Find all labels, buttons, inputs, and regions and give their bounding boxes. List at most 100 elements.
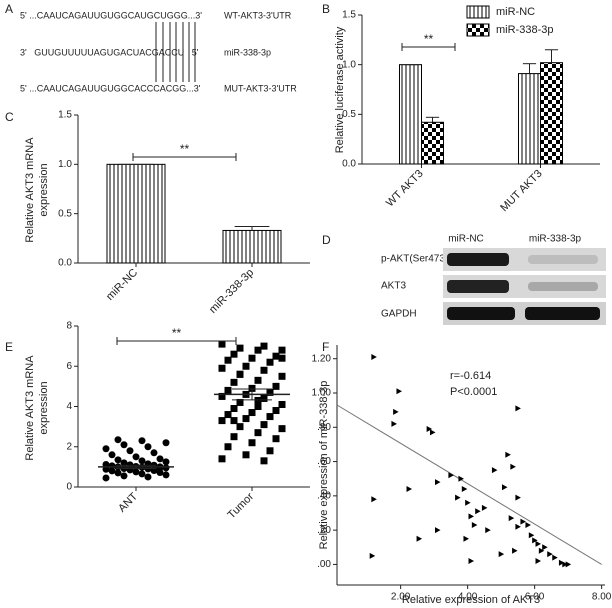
data-point [538, 547, 545, 554]
data-point [542, 544, 548, 551]
data-point [120, 472, 128, 480]
data-point [248, 439, 256, 447]
data-point [508, 515, 515, 522]
panel-label: A [5, 2, 13, 16]
data-point [278, 346, 286, 354]
data-point [242, 451, 250, 459]
data-point [272, 352, 280, 360]
y-axis-label: expression [38, 163, 50, 216]
data-point [242, 362, 250, 370]
bar [421, 121, 445, 165]
data-point [242, 415, 250, 423]
data-point [552, 554, 558, 561]
pairing-lines [155, 22, 196, 82]
data-point [144, 473, 152, 481]
panel-d: D miR-NC miR-338-3p p-AKT(Ser473) AKT3 G… [322, 233, 606, 325]
data-point [102, 474, 110, 482]
data-point [515, 494, 521, 501]
data-point [515, 405, 521, 412]
bar [540, 62, 564, 165]
x-tick-label: 2.00 [391, 592, 411, 603]
significance-label: ** [172, 326, 182, 340]
data-point [156, 455, 164, 463]
panel-label: E [5, 340, 13, 354]
data-point [498, 551, 505, 558]
data-point [150, 449, 158, 457]
data-point [471, 522, 478, 528]
data-point [108, 462, 116, 470]
data-point [371, 354, 377, 360]
x-tick-label: 6.00 [525, 592, 545, 603]
data-point [371, 496, 377, 503]
data-point [102, 445, 110, 453]
data-point [120, 459, 128, 467]
y-tick-label: .80 [317, 422, 331, 433]
significance-label: ** [424, 32, 434, 46]
data-point [144, 443, 152, 451]
legend-swatch [466, 5, 490, 19]
data-point [236, 423, 244, 431]
data-point [406, 486, 413, 492]
x-axis-label: Relative expression of AKT3 [402, 594, 540, 606]
data-point [266, 413, 274, 421]
data-point [162, 439, 170, 447]
data-point [162, 464, 170, 472]
data-point [156, 464, 164, 472]
sequence-name: WT-AKT3-3'UTR [224, 10, 292, 20]
sequence-name: MUT-AKT3-3'UTR [224, 83, 297, 93]
lane-label: miR-NC [448, 234, 484, 245]
data-point [254, 396, 262, 404]
data-point [458, 475, 464, 482]
data-point [272, 435, 280, 443]
data-point [512, 547, 518, 554]
trend-line [336, 404, 602, 565]
y-tick-label: 1.00 [312, 388, 332, 399]
data-point [528, 532, 535, 539]
y-axis-label: Relative AKT3 mRNA [24, 355, 36, 461]
y-axis-label: Relative luciferase activity [334, 26, 346, 153]
data-point [510, 463, 516, 470]
y-tick-label: 1.5 [342, 10, 356, 21]
y-axis-label: Relative expression of miR-338-3p [318, 381, 330, 550]
data-point [369, 552, 376, 559]
lane-label: miR-338-3p [529, 234, 582, 245]
data-point [224, 411, 232, 419]
x-tick-label: ANT [116, 490, 140, 514]
data-point [525, 522, 531, 528]
data-point [463, 535, 469, 542]
data-point [278, 354, 286, 362]
y-axis-label: Relative AKT3 mRNA [24, 137, 36, 243]
panel-label: F [322, 340, 329, 354]
data-point [260, 366, 268, 374]
data-point [248, 384, 256, 392]
data-point [448, 472, 454, 479]
data-point [260, 342, 268, 350]
data-point [278, 400, 286, 408]
y-tick-label: 1.20 [312, 353, 332, 364]
bar [517, 73, 541, 165]
y-tick-label: 0.5 [58, 208, 72, 219]
data-point [429, 429, 436, 436]
y-tick-label: 0 [66, 482, 72, 493]
data-point [272, 407, 280, 415]
data-point [218, 392, 226, 400]
y-tick-label: 1.0 [58, 159, 72, 170]
data-point [260, 457, 268, 465]
data-point [254, 429, 262, 437]
data-point [218, 455, 226, 463]
data-point [266, 447, 274, 455]
data-point [391, 420, 397, 427]
data-point [126, 447, 134, 455]
data-point [565, 561, 572, 568]
data-point [230, 417, 238, 425]
panel-label: C [5, 110, 14, 124]
data-point [138, 457, 146, 465]
data-point [162, 471, 170, 479]
data-point [108, 467, 116, 475]
x-tick-label: WT AKT3 [384, 168, 426, 210]
x-tick-label: 8.00 [592, 592, 612, 603]
y-tick-label: 1.5 [58, 110, 72, 121]
y-tick-label: .00 [317, 559, 331, 570]
data-point [278, 425, 286, 433]
